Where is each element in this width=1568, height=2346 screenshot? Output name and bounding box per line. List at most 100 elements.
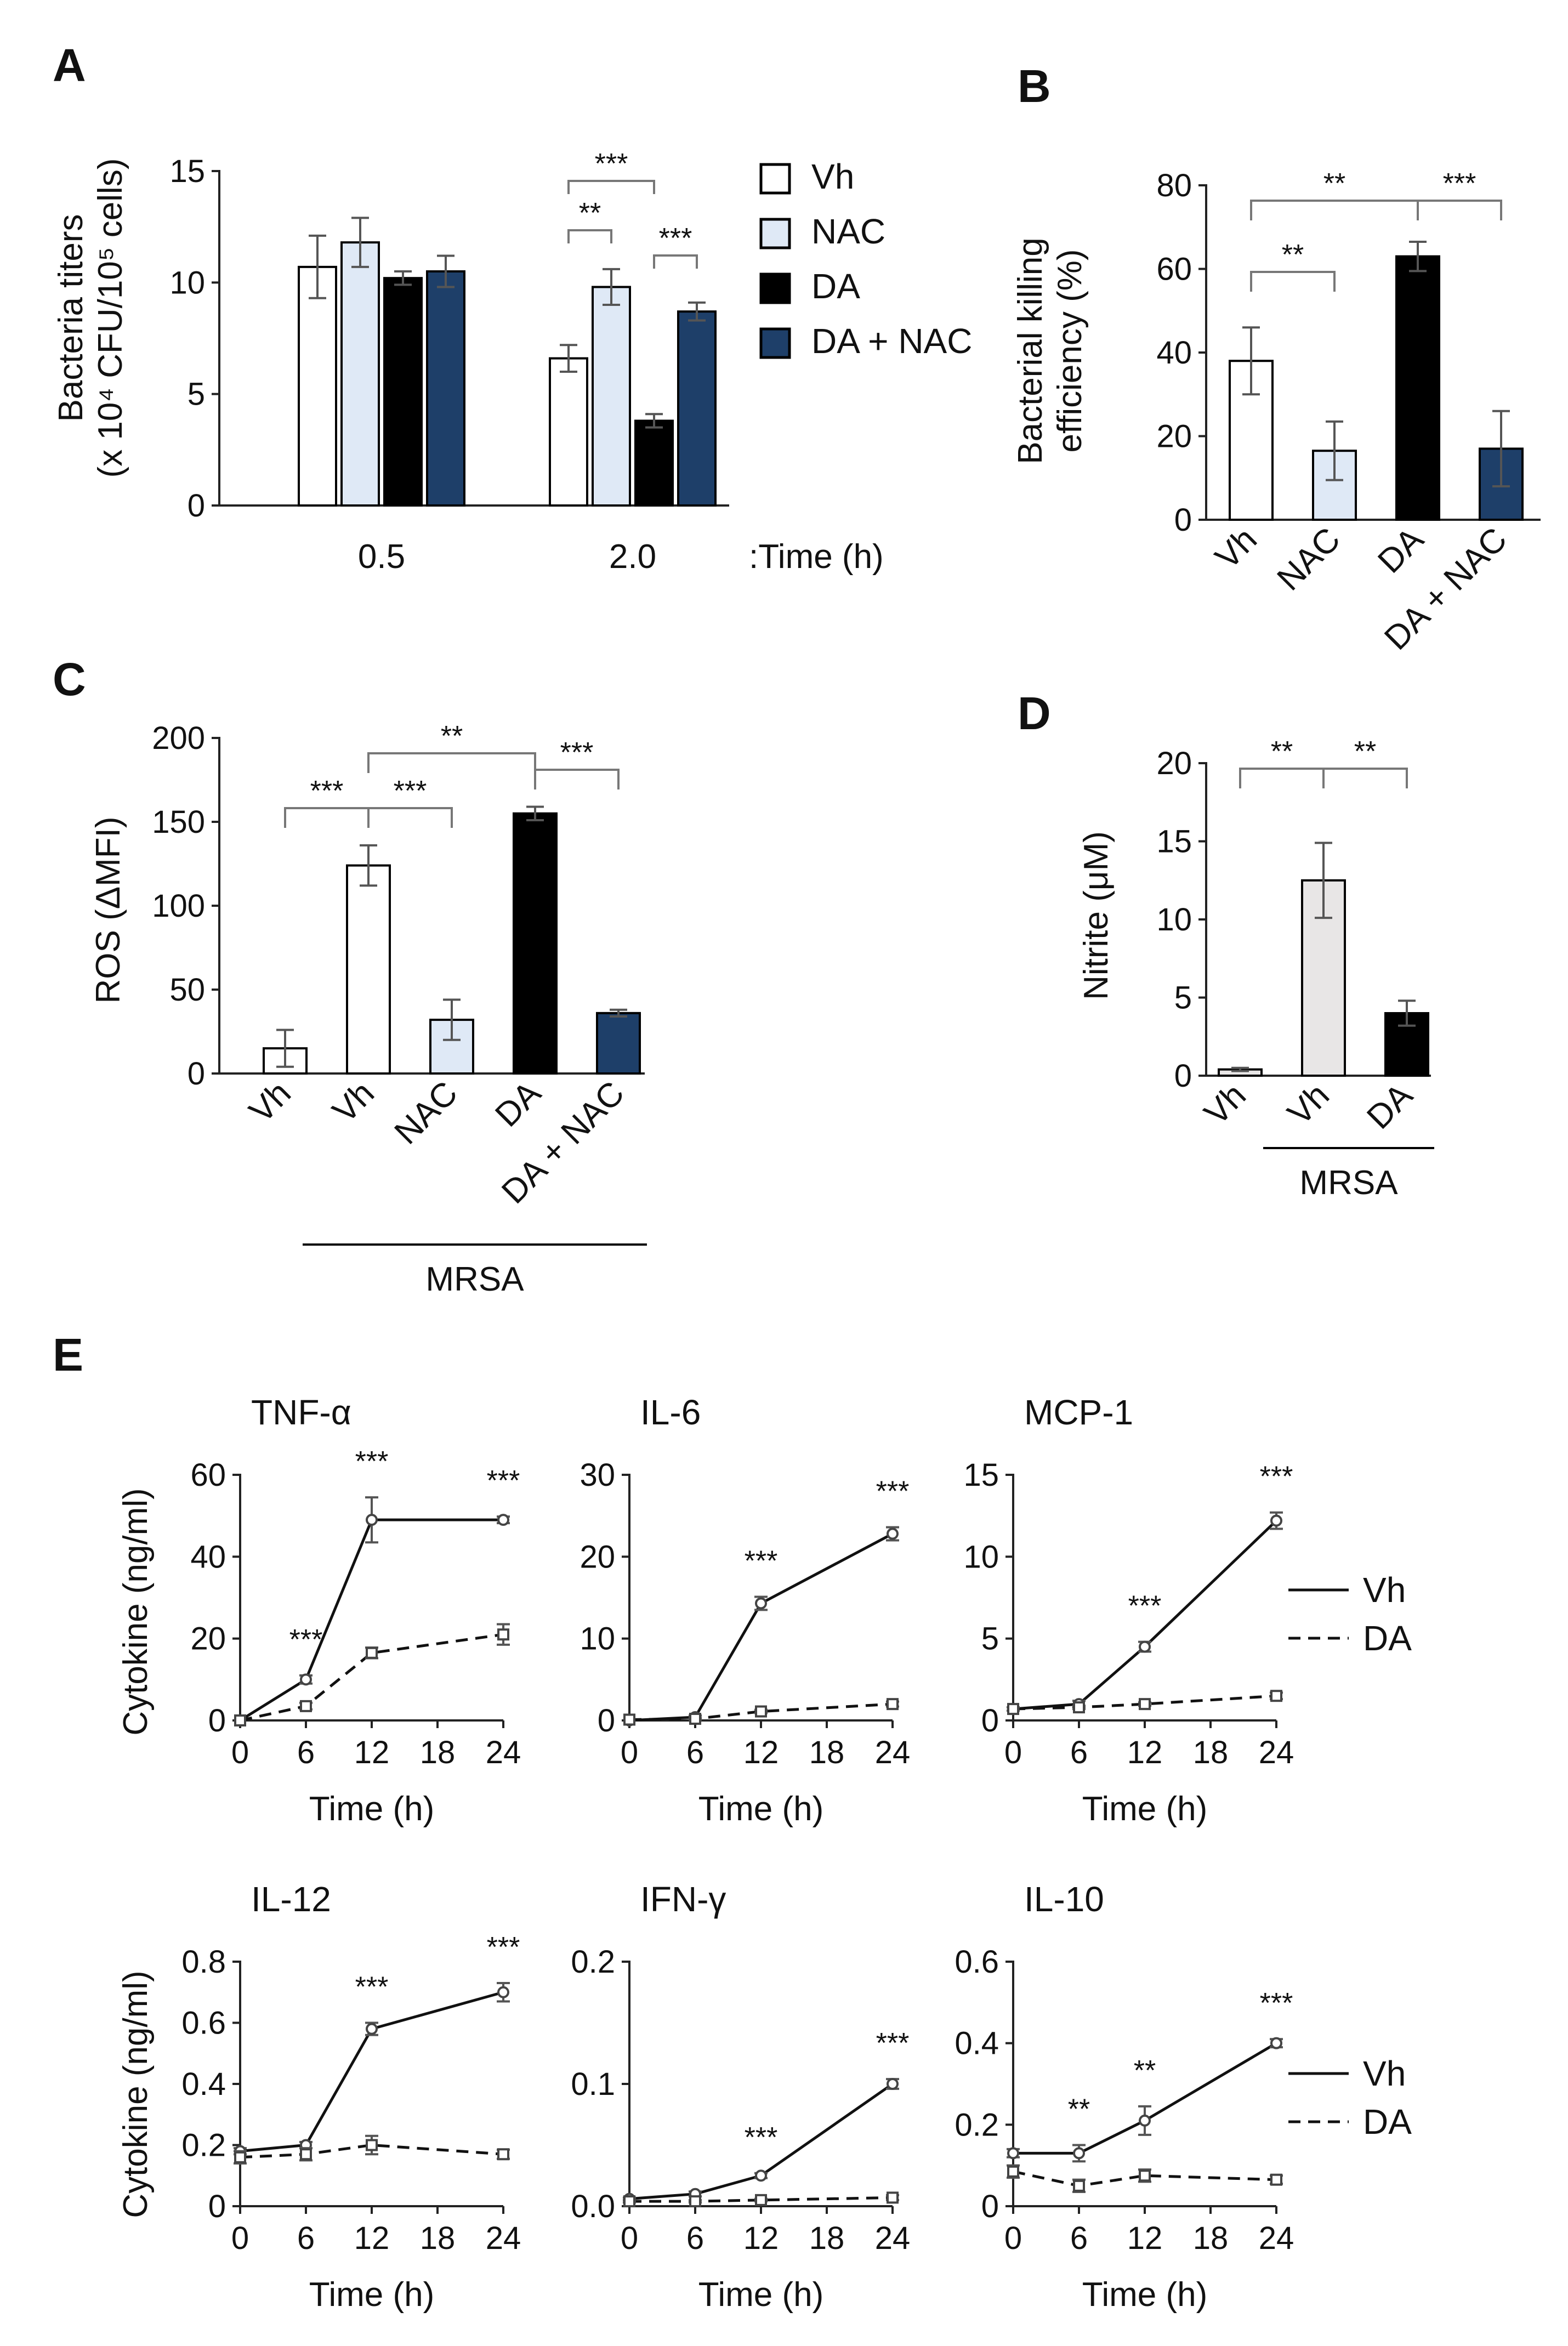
panel-a-legend-label-vh: Vh xyxy=(811,157,854,196)
panel-e-il-6-x-tick-label: 18 xyxy=(809,1735,845,1770)
panel-b-ylabel-line2: efficiency (%) xyxy=(1051,249,1089,453)
panel-e-il-12-point-da xyxy=(366,2139,378,2151)
panel-b: Bacterial killing efficiency (%) 0 20 40 60… xyxy=(1012,168,1541,657)
panel-e-ifn-xlabel: Time (h) xyxy=(698,2276,823,2314)
panel-e-tnf-x-tick-label: 24 xyxy=(486,1735,521,1770)
panel-d-x-tick-label: DA xyxy=(1360,1076,1420,1137)
panel-e-il-10-x-tick-label: 18 xyxy=(1193,2220,1229,2256)
panel-e-mcp-1-x-tick-label: 24 xyxy=(1259,1735,1294,1770)
panel-e-tnf-x-tick-label: 0 xyxy=(231,1735,249,1770)
panel-c-ylabel: ROS (ΔMFI) xyxy=(89,816,127,1003)
panel-e-tnf-point-vh xyxy=(497,1514,509,1526)
panel-e-mcp-1-x-tick-label: 12 xyxy=(1127,1735,1163,1770)
panel-e-tnf-significance-label: *** xyxy=(289,1624,323,1656)
panel-e-mcp-1-title: MCP-1 xyxy=(1024,1393,1133,1432)
panel-e-tnf-y-tick-label: 40 xyxy=(190,1539,226,1575)
panel-e-ifn-point-da xyxy=(887,2191,899,2204)
panel-e-tnf-y-tick-label: 0 xyxy=(208,1703,226,1739)
panel-e-il-10-point-vh xyxy=(1139,2114,1151,2127)
panel-e-ifn-point-vh xyxy=(755,2169,767,2182)
panel-e-ifn-x-tick-label: 18 xyxy=(809,2220,845,2256)
panel-e-il-12-title: IL-12 xyxy=(251,1879,331,1919)
panel-d-y-tick-label: 5 xyxy=(1174,980,1192,1016)
panel-e-il-10-point-vh xyxy=(1073,2147,1085,2160)
panel-e-tnf-significance-label: *** xyxy=(355,1446,389,1478)
panel-c-significance-bracket xyxy=(534,769,620,789)
panel-e-mcp-1-point-vh xyxy=(1270,1514,1282,1527)
panel-e-il-6-y-tick-label: 20 xyxy=(580,1539,615,1575)
panel-b-y-tick-label: 20 xyxy=(1156,419,1192,455)
panel-c-bar-vh-1 xyxy=(346,864,391,1075)
panel-d-y-tick-label: 0 xyxy=(1174,1058,1192,1094)
panel-e-tnf-point-vh xyxy=(366,1514,378,1526)
panel-e-legend-label-da: DA xyxy=(1363,1618,1412,1658)
panel-c-x-tick-label: NAC xyxy=(388,1074,465,1151)
panel-e-il-6-point-da xyxy=(689,1713,701,1725)
panel-d-x-tick-label: Vh xyxy=(1197,1076,1253,1132)
panel-e-il-12-point-vh xyxy=(366,2023,378,2035)
panel-e: Cytokine (ng/ml) Cytokine (ng/ml) 0 20 40 6… xyxy=(117,1393,1412,2314)
panel-e-il-6-x-tick-label: 12 xyxy=(743,1735,779,1770)
panel-e-ifn-significance-label: *** xyxy=(745,2122,778,2154)
panel-a-bar-nac-0-5 xyxy=(340,241,380,507)
panel-e-tnf-point-da xyxy=(497,1628,509,1641)
panel-a-legend-label-da: DA xyxy=(811,266,860,306)
panel-e-il-10-significance-label: ** xyxy=(1134,2055,1156,2087)
panel-e-il-10-point-da xyxy=(1073,2179,1085,2192)
panel-e-ifn-point-da xyxy=(623,2195,635,2208)
panel-d-significance-label: ** xyxy=(1354,736,1376,768)
panel-d-ylabel: Nitrite (μM) xyxy=(1077,831,1115,1000)
panel-e-il-10-y-tick-label: 0 xyxy=(981,2189,999,2224)
panel-e-ifn-y-tick-label: 0.2 xyxy=(571,1944,615,1980)
panel-e-il-10-title: IL-10 xyxy=(1024,1879,1104,1919)
panel-d-x-tick-label: Vh xyxy=(1280,1076,1336,1132)
panel-a-ylabel-line2: (x 10⁴ CFU/10⁵ cells) xyxy=(92,158,129,478)
panel-label-c: C xyxy=(53,654,86,705)
panel-e-il-6-x-tick-label: 24 xyxy=(875,1735,911,1770)
panel-e-il-10-line-vh xyxy=(1013,2042,1277,2155)
panel-a: Bacteria titers (x 10⁴ CFU/10⁵ cells) :T… xyxy=(52,148,972,576)
panel-e-il-12-point-da xyxy=(300,2148,312,2161)
panel-e-tnf-line-vh xyxy=(239,1518,503,1722)
panel-a-significance-label: *** xyxy=(595,148,628,180)
panel-c-x-tick-label: Vh xyxy=(325,1074,381,1130)
panel-e-il-6-y-tick-label: 10 xyxy=(580,1621,615,1657)
panel-e-mcp-1-point-da xyxy=(1007,1703,1019,1716)
panel-e-tnf-title: TNF-α xyxy=(251,1393,351,1432)
panel-e-il-10-y-tick-label: 0.2 xyxy=(955,2107,999,2143)
panel-b-significance-label: ** xyxy=(1323,168,1345,200)
panel-a-legend-swatch-vh xyxy=(759,163,791,195)
panel-e-il-12-y-tick-label: 0 xyxy=(208,2189,226,2224)
panel-b-ylabel-line1: Bacterial killing xyxy=(1012,237,1049,464)
panel-e-il-6-x-tick-label: 6 xyxy=(686,1735,704,1770)
panel-e-il-6-point-vh xyxy=(887,1527,899,1540)
panel-e-ylabel-row2: Cytokine (ng/ml) xyxy=(117,1970,155,2218)
panel-c-significance-label: *** xyxy=(560,737,594,769)
panel-e-il-6-y-tick-label: 30 xyxy=(580,1457,615,1493)
panel-e-il-12-x-tick-label: 18 xyxy=(420,2220,456,2256)
panel-a-legend-label-da-nac: DA + NAC xyxy=(811,321,972,361)
panel-e-tnf-point-da xyxy=(234,1714,246,1726)
panel-c-x-tick-label: Vh xyxy=(242,1074,298,1130)
panel-label-a: A xyxy=(53,39,86,91)
panel-e-mcp-1-x-tick-label: 18 xyxy=(1193,1735,1229,1770)
panel-b-significance-bracket xyxy=(1417,200,1502,220)
panel-b-x-tick-label: Vh xyxy=(1208,520,1264,576)
panel-c-y-tick-label: 200 xyxy=(152,720,205,756)
panel-e-ifn-x-tick-label: 6 xyxy=(686,2220,704,2256)
panel-b-y-tick-label: 80 xyxy=(1156,168,1192,203)
panel-c-significance-bracket xyxy=(367,752,536,773)
panel-e-ifn-x-tick-label: 0 xyxy=(621,2220,638,2256)
panel-e-ifn-x-tick-label: 24 xyxy=(875,2220,911,2256)
panel-e-il-12-x-tick-label: 12 xyxy=(354,2220,390,2256)
panel-e-mcp-1-y-tick-label: 10 xyxy=(963,1539,999,1575)
panel-e-il-12-point-da xyxy=(234,2151,246,2163)
panel-e-mcp-1-x-tick-label: 0 xyxy=(1004,1735,1022,1770)
panel-e-il-12-x-tick-label: 24 xyxy=(486,2220,521,2256)
panel-a-ylabel-line1: Bacteria titers xyxy=(52,214,90,422)
panel-e-mcp-1-y-tick-label: 0 xyxy=(981,1703,999,1739)
panel-a-bar-vh-0-5 xyxy=(298,265,337,507)
panel-e-il-6-line-da xyxy=(629,1702,893,1722)
panel-e-il-6-significance-label: *** xyxy=(876,1476,910,1508)
